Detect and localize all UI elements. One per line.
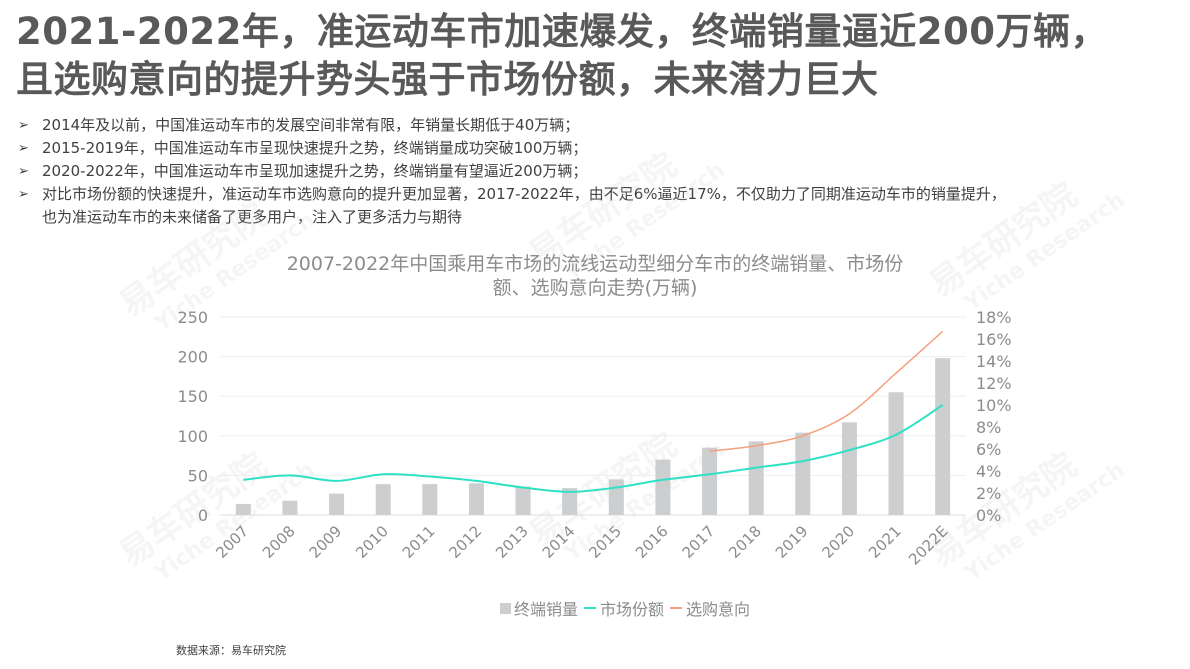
x-axis-label: 2020 <box>819 522 859 562</box>
x-axis-label: 2007 <box>212 522 252 562</box>
legend-item-intent[interactable]: 选购意向 <box>668 596 750 620</box>
arrowhead-bullet-icon: ➢ <box>18 118 29 133</box>
y-left-tick: 150 <box>177 387 208 406</box>
x-axis-label: 2013 <box>492 522 532 562</box>
y-right-tick: 16% <box>976 330 1012 349</box>
chart-legend: 终端销量 市场份额 选购意向 <box>0 596 1190 620</box>
bullet-item: ➢ 2020-2022年，中国准运动车市呈现加速提升之势，终端销量有望逼近200… <box>18 160 1183 183</box>
legend-item-share[interactable]: 市场份额 <box>582 596 664 620</box>
x-axis-label: 2022E <box>905 522 951 568</box>
x-axis-label: 2012 <box>446 522 486 562</box>
x-axis-label: 2019 <box>772 522 812 562</box>
bullet-text: 2020-2022年，中国准运动车市呈现加速提升之势，终端销量有望逼近200万辆… <box>42 162 588 180</box>
bar-sales[interactable] <box>562 488 578 515</box>
bar-sales[interactable] <box>795 432 811 515</box>
headline: 2021-2022年，准运动车市加速爆发，终端销量逼近200万辆， 且选购意向的… <box>16 8 1186 104</box>
y-right-tick: 6% <box>976 440 1001 459</box>
bullet-text-continuation: 也为准运动车市的未来储备了更多用户，注入了更多活力与期待 <box>42 208 463 226</box>
headline-line-2: 且选购意向的提升势头强于市场份额，未来潜力巨大 <box>16 58 879 101</box>
y-left-tick: 100 <box>177 427 208 446</box>
bar-sales[interactable] <box>702 447 718 515</box>
x-axis-label: 2008 <box>259 522 299 562</box>
x-axis-label: 2009 <box>306 522 346 562</box>
line-purchase-intent[interactable] <box>709 330 944 452</box>
bullet-text: 2015-2019年，中国准运动车市呈现快速提升之势，终端销量成功突破100万辆… <box>42 139 588 157</box>
x-axis-label: 2014 <box>539 522 579 562</box>
bar-sales[interactable] <box>235 503 251 515</box>
x-axis-label: 2015 <box>585 522 625 562</box>
legend-item-sales[interactable]: 终端销量 <box>499 596 578 620</box>
bar-sales[interactable] <box>748 441 764 515</box>
headline-line-1: 2021-2022年，准运动车市加速爆发，终端销量逼近200万辆， <box>16 10 1109 53</box>
y-right-tick: 2% <box>976 484 1001 503</box>
x-axis-label: 2021 <box>865 522 905 562</box>
y-right-tick: 4% <box>976 462 1001 481</box>
bullet-list: ➢ 2014年及以前，中国准运动车市的发展空间非常有限，年销量长期低于40万辆；… <box>18 114 1183 229</box>
bar-sales[interactable] <box>329 493 345 515</box>
bar-sales[interactable] <box>468 483 484 515</box>
bar-sales[interactable] <box>655 459 671 515</box>
y-right-tick: 8% <box>976 418 1001 437</box>
bar-sales[interactable] <box>282 500 298 515</box>
bar-sales[interactable] <box>841 422 857 515</box>
bar-sales[interactable] <box>515 486 531 515</box>
y-right-tick: 18% <box>976 308 1012 327</box>
bar-sales[interactable] <box>935 358 951 515</box>
y-left-tick: 50 <box>188 466 208 485</box>
x-axis-label: 2016 <box>632 522 672 562</box>
x-axis-label: 2010 <box>352 522 392 562</box>
bar-sales[interactable] <box>888 392 904 515</box>
orange-line-swatch-icon <box>670 607 682 609</box>
y-right-tick: 14% <box>976 352 1012 371</box>
bullet-item: ➢ 2014年及以前，中国准运动车市的发展空间非常有限，年销量长期低于40万辆； <box>18 114 1183 137</box>
bar-swatch-icon <box>499 602 511 614</box>
line-market-share[interactable] <box>243 404 944 493</box>
x-axis-label: 2011 <box>399 522 439 562</box>
y-left-tick: 200 <box>177 348 208 367</box>
data-source: 数据来源：易车研究院 <box>176 644 286 657</box>
y-right-tick: 12% <box>976 374 1012 393</box>
bullet-text: 2014年及以前，中国准运动车市的发展空间非常有限，年销量长期低于40万辆； <box>42 116 580 134</box>
y-left-tick: 250 <box>177 308 208 327</box>
arrowhead-bullet-icon: ➢ <box>18 141 29 156</box>
bullet-item: ➢ 2015-2019年，中国准运动车市呈现快速提升之势，终端销量成功突破100… <box>18 137 1183 160</box>
y-right-tick: 10% <box>976 396 1012 415</box>
y-right-tick: 0% <box>976 506 1001 525</box>
bullet-text: 对比市场份额的快速提升，准运动车市选购意向的提升更加显著，2017-2022年，… <box>42 185 1006 203</box>
bullet-item: ➢ 对比市场份额的快速提升，准运动车市选购意向的提升更加显著，2017-2022… <box>18 183 1183 229</box>
arrowhead-bullet-icon: ➢ <box>18 164 29 179</box>
y-left-tick: 0 <box>198 506 208 525</box>
chart-title: 2007-2022年中国乘用车市场的流线运动型细分车市的终端销量、市场份 额、选… <box>286 253 904 299</box>
arrowhead-bullet-icon: ➢ <box>18 187 29 202</box>
bar-sales[interactable] <box>422 484 438 515</box>
x-axis-label: 2018 <box>725 522 765 562</box>
x-axis-label: 2017 <box>679 522 719 562</box>
bar-sales[interactable] <box>608 479 624 515</box>
bar-sales[interactable] <box>375 484 391 515</box>
teal-line-swatch-icon <box>583 607 596 609</box>
